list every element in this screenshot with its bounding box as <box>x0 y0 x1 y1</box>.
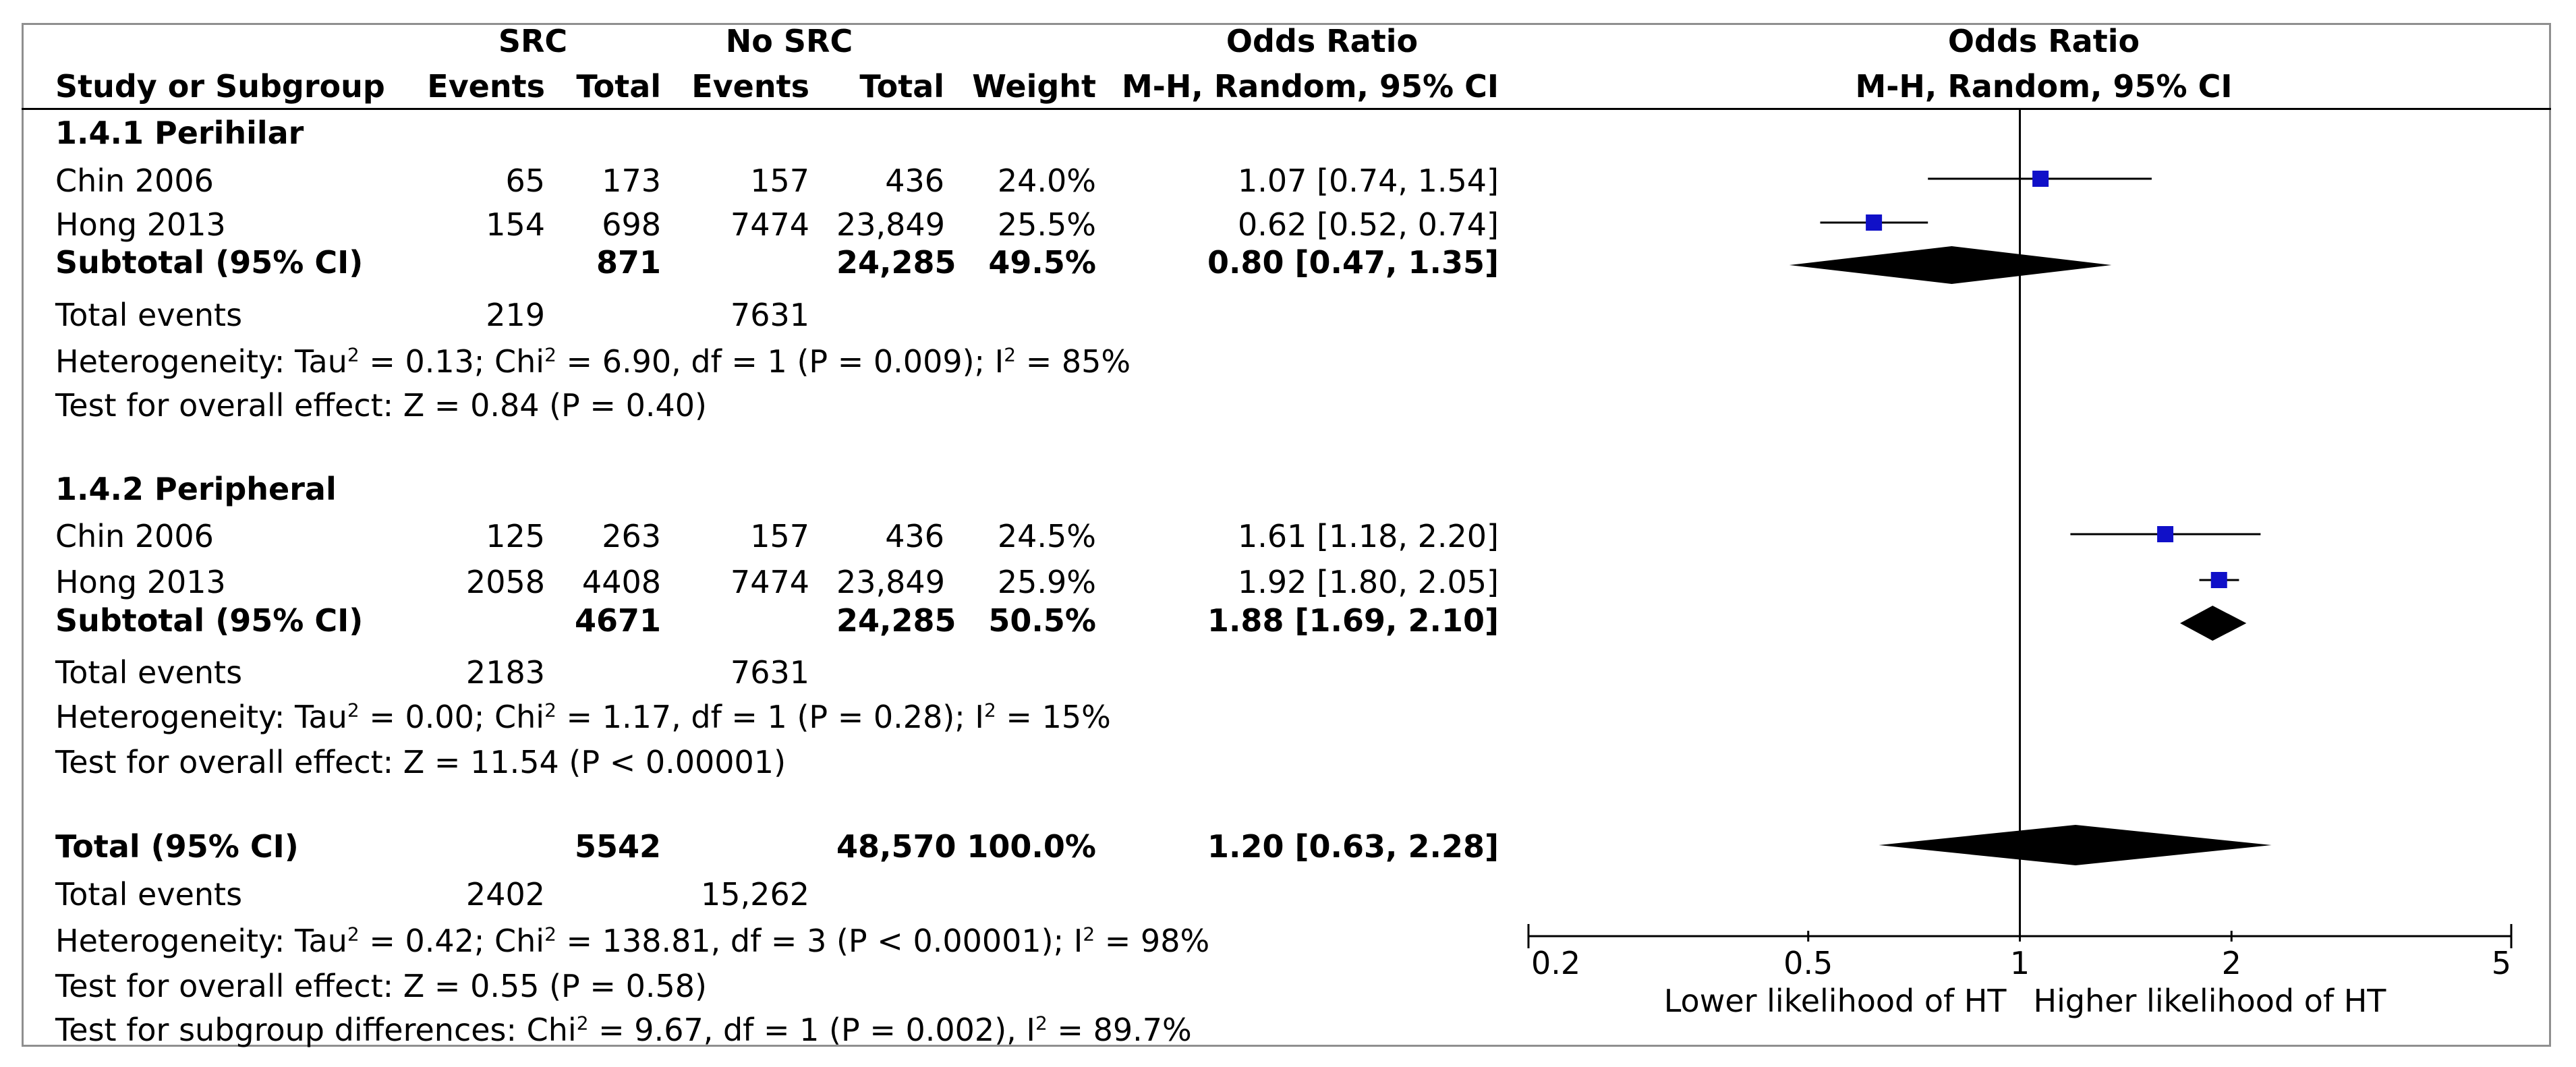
plot-title: Odds Ratio <box>1947 23 2140 59</box>
total-events-label: Total events <box>55 297 243 333</box>
overall-effect-text: Test for overall effect: Z = 11.54 (P < … <box>55 744 786 780</box>
x-tick-label: 0.2 <box>1531 945 1580 981</box>
x-label-right: Higher likelihood of HT <box>2034 983 2387 1019</box>
point-estimate-marker <box>1866 214 1883 231</box>
total-events-nosrc: 7631 <box>730 297 809 333</box>
subtotal-weight: 50.5% <box>988 602 1096 639</box>
odds-ratio-ci: 1.07 [0.74, 1.54] <box>1237 163 1499 199</box>
weight: 25.5% <box>997 206 1096 243</box>
nosrc-events: 7474 <box>730 206 809 243</box>
nosrc-group-header: No SRC <box>725 23 853 59</box>
odds-ratio-ci: 1.61 [1.18, 2.20] <box>1237 518 1499 554</box>
total-events-nosrc: 15,262 <box>701 876 809 913</box>
subtotal-weight: 49.5% <box>988 244 1096 281</box>
nosrc-total-header: Total <box>859 68 944 105</box>
src-group-header: SRC <box>498 23 568 59</box>
odds-ratio-ci: 0.62 [0.52, 0.74] <box>1237 206 1499 243</box>
point-estimate-marker <box>2210 572 2227 588</box>
odds-ratio-ci: 1.92 [1.80, 2.05] <box>1237 564 1499 600</box>
nosrc-total: 436 <box>885 163 944 199</box>
total-events-src: 219 <box>486 297 545 333</box>
subgroup-difference-text: Test for subgroup differences: Chi2 = 9.… <box>55 1012 1192 1048</box>
src-total-header: Total <box>576 68 661 105</box>
x-tick-label: 0.5 <box>1783 945 1833 981</box>
src-total: 4408 <box>581 564 661 600</box>
src-total: 173 <box>602 163 661 199</box>
total-events-label: Total events <box>55 654 243 691</box>
src-events: 2058 <box>465 564 545 600</box>
total-events-nosrc: 7631 <box>730 654 809 691</box>
point-estimate-marker <box>2032 171 2049 187</box>
x-tick-label: 1 <box>2010 945 2030 981</box>
summary-diamond <box>1879 825 2272 865</box>
or-header: Odds Ratio <box>1226 23 1419 59</box>
study-name: Hong 2013 <box>55 206 226 243</box>
total-events-src: 2183 <box>465 654 545 691</box>
src-events-header: Events <box>427 68 545 105</box>
total-events-src: 2402 <box>465 876 545 913</box>
subgroup-title: 1.4.1 Perihilar <box>55 115 304 151</box>
subtotal-nosrc-total: 24,285 <box>836 244 956 281</box>
subtotal-label: Subtotal (95% CI) <box>55 602 364 639</box>
nosrc-total: 436 <box>885 518 944 554</box>
x-label-left: Lower likelihood of HT <box>1664 983 2007 1019</box>
overall-effect-text: Test for overall effect: Z = 0.55 (P = 0… <box>55 968 707 1004</box>
weight-header: Weight <box>972 68 1096 105</box>
nosrc-events: 157 <box>750 518 809 554</box>
study-name: Chin 2006 <box>55 518 214 554</box>
nosrc-events: 7474 <box>730 564 809 600</box>
nosrc-events: 157 <box>750 163 809 199</box>
subtotal-src-total: 871 <box>596 244 661 281</box>
study-column-header: Study or Subgroup <box>55 68 385 105</box>
total-events-label: Total events <box>55 876 243 913</box>
subtotal-ci: 0.80 [0.47, 1.35] <box>1207 244 1499 281</box>
plot-method-header: M-H, Random, 95% CI <box>1855 68 2233 105</box>
total-src-total: 5542 <box>574 828 661 865</box>
nosrc-events-header: Events <box>691 68 809 105</box>
header-rule <box>22 108 2551 110</box>
total-ci: 1.20 [0.63, 2.28] <box>1207 828 1499 865</box>
subgroup-title: 1.4.2 Peripheral <box>55 471 337 507</box>
x-tick-label: 5 <box>2492 945 2511 981</box>
total-nosrc-total: 48,570 <box>836 828 956 865</box>
subtotal-src-total: 4671 <box>574 602 661 639</box>
src-events: 65 <box>505 163 545 199</box>
forest-plot-frame <box>22 23 2551 1047</box>
nosrc-total: 23,849 <box>836 206 945 243</box>
heterogeneity-text: Heterogeneity: Tau2 = 0.42; Chi2 = 138.8… <box>55 923 1210 959</box>
method-header: M-H, Random, 95% CI <box>1121 68 1499 105</box>
weight: 24.0% <box>997 163 1096 199</box>
subtotal-nosrc-total: 24,285 <box>836 602 956 639</box>
total-weight: 100.0% <box>967 828 1096 865</box>
nosrc-total: 23,849 <box>836 564 945 600</box>
total-label: Total (95% CI) <box>55 828 299 865</box>
summary-diamond <box>2180 606 2247 641</box>
x-tick-label: 2 <box>2222 945 2241 981</box>
src-total: 263 <box>602 518 661 554</box>
src-events: 125 <box>486 518 545 554</box>
subtotal-label: Subtotal (95% CI) <box>55 244 364 281</box>
src-events: 154 <box>486 206 545 243</box>
src-total: 698 <box>602 206 661 243</box>
study-name: Chin 2006 <box>55 163 214 199</box>
heterogeneity-text: Heterogeneity: Tau2 = 0.00; Chi2 = 1.17,… <box>55 699 1111 735</box>
subtotal-ci: 1.88 [1.69, 2.10] <box>1207 602 1499 639</box>
study-name: Hong 2013 <box>55 564 226 600</box>
weight: 25.9% <box>997 564 1096 600</box>
overall-effect-text: Test for overall effect: Z = 0.84 (P = 0… <box>55 387 707 424</box>
summary-diamond <box>1789 246 2112 284</box>
heterogeneity-text: Heterogeneity: Tau2 = 0.13; Chi2 = 6.90,… <box>55 343 1131 380</box>
weight: 24.5% <box>997 518 1096 554</box>
point-estimate-marker <box>2157 526 2174 542</box>
